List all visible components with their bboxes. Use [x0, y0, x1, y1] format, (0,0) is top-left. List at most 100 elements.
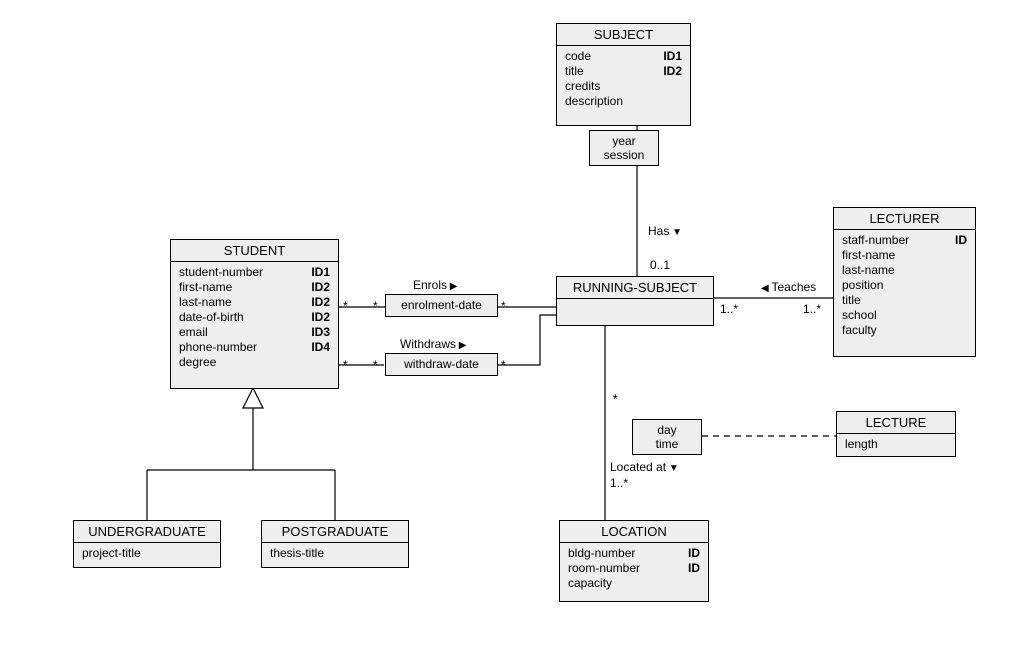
attribute-row: bldg-numberID: [568, 546, 700, 561]
entity-body: project-title: [74, 543, 220, 565]
attribute-name: email: [179, 325, 208, 340]
attribute-name: project-title: [82, 546, 141, 561]
entity-title: SUBJECT: [557, 24, 690, 46]
attribute-name: capacity: [568, 576, 612, 591]
entity-postgrad: POSTGRADUATE thesis-title: [261, 520, 409, 568]
attribute-name: thesis-title: [270, 546, 324, 561]
label-teaches: ◀ Teaches: [761, 280, 816, 294]
attribute-name: faculty: [842, 323, 877, 338]
entity-title: STUDENT: [171, 240, 338, 262]
entity-body: codeID1titleID2creditsdescription: [557, 46, 690, 113]
attribute-row: thesis-title: [270, 546, 400, 561]
entity-undergrad: UNDERGRADUATE project-title: [73, 520, 221, 568]
attribute-row: first-name: [842, 248, 967, 263]
label-has: Has ▼: [648, 224, 682, 238]
label-text: Has: [648, 224, 669, 238]
entity-lecture: LECTURElength: [836, 411, 956, 457]
label-text: 1..*: [610, 476, 628, 490]
label-text: 1..*: [720, 302, 738, 316]
attribute-row: staff-numberID: [842, 233, 967, 248]
assoc-box-line: day: [641, 423, 693, 437]
attribute-name: code: [565, 49, 591, 64]
attribute-key: ID2: [311, 310, 330, 325]
label-located: Located at ▼: [610, 460, 679, 474]
assoc-box-line: session: [598, 148, 650, 162]
attribute-key: ID1: [311, 265, 330, 280]
direction-triangle-icon: ◀: [761, 283, 771, 294]
label-text: Enrols: [413, 278, 447, 292]
label-text: *: [343, 358, 348, 372]
entity-title: LOCATION: [560, 521, 708, 543]
attribute-name: last-name: [179, 295, 232, 310]
label-text: 0..1: [650, 258, 670, 272]
attribute-name: title: [842, 293, 861, 308]
entity-title: LECTURER: [834, 208, 975, 230]
attribute-key: ID2: [311, 295, 330, 310]
attribute-row: last-name ID2: [179, 295, 330, 310]
entity-body: [557, 299, 713, 320]
attribute-key: ID2: [663, 64, 682, 79]
label-text: Withdraws: [400, 337, 456, 351]
attribute-name: phone-number: [179, 340, 257, 355]
attribute-name: title: [565, 64, 584, 79]
attribute-name: date-of-birth: [179, 310, 244, 325]
label-teaches_r: 1..*: [803, 302, 821, 316]
attribute-row: first-nameID2: [179, 280, 330, 295]
label-text: *: [343, 299, 348, 313]
entity-lecturer: LECTURER staff-numberIDfirst-namelast-nam…: [833, 207, 976, 357]
attribute-row: capacity: [568, 576, 700, 591]
attribute-row: position: [842, 278, 967, 293]
label-enrol_sl: *: [373, 299, 378, 313]
assoc-box-line: enrolment-date: [394, 298, 489, 312]
attribute-name: first-name: [842, 248, 895, 263]
label-located_u: *: [613, 392, 618, 406]
attribute-row: code ID1: [565, 49, 682, 64]
attribute-row: length: [845, 437, 947, 452]
attribute-row: description: [565, 94, 682, 109]
attribute-key: ID3: [311, 325, 330, 340]
label-text: *: [613, 392, 618, 406]
attribute-name: student-number: [179, 265, 263, 280]
label-text: Located at: [610, 460, 666, 474]
attribute-row: last-name: [842, 263, 967, 278]
attribute-name: description: [565, 94, 623, 109]
attribute-row: degree: [179, 355, 330, 370]
label-teaches_l: 1..*: [720, 302, 738, 316]
entity-body: student-number ID1first-nameID2last-name I…: [171, 262, 338, 374]
attribute-name: room-number: [568, 561, 640, 576]
entity-body: thesis-title: [262, 543, 408, 565]
attribute-key: ID1: [663, 49, 682, 64]
entity-student: STUDENT student-number ID1first-nameID2las…: [170, 239, 339, 389]
label-withdr_sll: *: [343, 358, 348, 372]
uml-canvas: SUBJECTcodeID1titleID2creditsdescription…: [0, 0, 1024, 669]
attribute-name: school: [842, 308, 877, 323]
attribute-row: room-number ID: [568, 561, 700, 576]
attribute-row: phone-numberID4: [179, 340, 330, 355]
entity-title: POSTGRADUATE: [262, 521, 408, 543]
attribute-key: ID: [688, 561, 700, 576]
attribute-name: degree: [179, 355, 216, 370]
label-text: 1..*: [803, 302, 821, 316]
direction-triangle-icon: ▼: [666, 463, 679, 474]
direction-triangle-icon: ▶: [447, 281, 457, 292]
entity-title: UNDERGRADUATE: [74, 521, 220, 543]
label-enrol_sr: *: [501, 299, 506, 313]
assoc-box-line: withdraw-date: [394, 357, 489, 371]
attribute-row: project-title: [82, 546, 212, 561]
assoc-box-enrolment_date: enrolment-date: [385, 294, 498, 317]
label-located_l: 1..*: [610, 476, 628, 490]
attribute-key: ID: [955, 233, 967, 248]
direction-triangle-icon: ▼: [669, 227, 682, 238]
entity-subject: SUBJECTcodeID1titleID2creditsdescription: [556, 23, 691, 126]
assoc-box-line: time: [641, 437, 693, 451]
attribute-key: ID2: [311, 280, 330, 295]
attribute-name: position: [842, 278, 883, 293]
assoc-box-year_session: yearsession: [589, 130, 659, 166]
attribute-name: bldg-number: [568, 546, 635, 561]
attribute-row: school: [842, 308, 967, 323]
generalisation-triangle-icon: [243, 388, 263, 408]
label-text: Teaches: [771, 280, 816, 294]
label-withdr_sl: *: [373, 358, 378, 372]
entity-running: RUNNING-SUBJECT: [556, 276, 714, 326]
entity-location: LOCATION bldg-numberIDroom-number ID capaci…: [559, 520, 709, 602]
